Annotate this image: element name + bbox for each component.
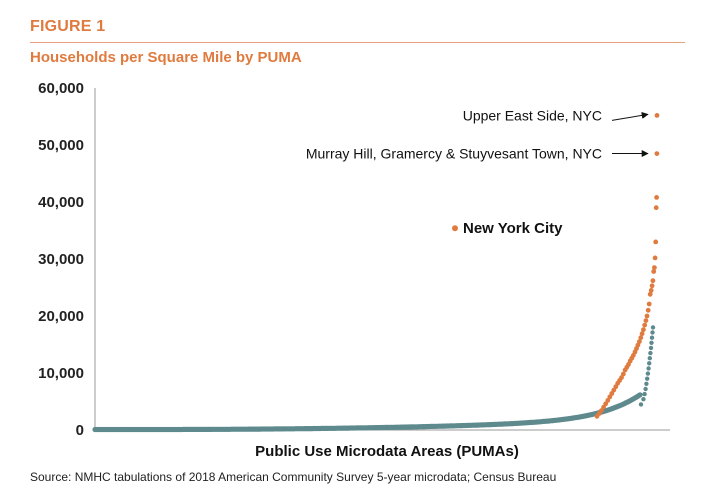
data-point bbox=[649, 340, 654, 345]
data-point-nyc bbox=[652, 265, 657, 270]
data-point-nyc bbox=[622, 367, 628, 373]
axes bbox=[94, 88, 670, 431]
data-point bbox=[643, 386, 648, 392]
y-tick-label: 20,000 bbox=[38, 308, 84, 325]
annotation-arrow bbox=[611, 111, 649, 121]
data-point-nyc bbox=[646, 301, 652, 307]
x-axis-label: Public Use Microdata Areas (PUMAs) bbox=[255, 443, 519, 460]
data-point-nyc bbox=[653, 205, 659, 211]
data-point-nyc bbox=[650, 278, 656, 284]
data-point-nyc bbox=[594, 413, 600, 419]
data-point bbox=[645, 371, 651, 376]
y-tick-label: 0 bbox=[76, 422, 84, 439]
data-point-nyc bbox=[653, 239, 659, 245]
data-point bbox=[637, 392, 643, 398]
figure-label: FIGURE 1 bbox=[30, 18, 106, 35]
data-point bbox=[646, 366, 651, 371]
annotation-label: Upper East Side, NYC bbox=[463, 107, 602, 123]
data-point-nyc bbox=[651, 269, 657, 274]
data-point-nyc bbox=[601, 404, 606, 410]
y-axis-ticks: 0 10,000 20,000 30,000 40,000 50,000 60,000 bbox=[38, 80, 84, 439]
legend: New York City bbox=[452, 220, 563, 237]
data-point-nyc bbox=[654, 151, 660, 157]
source-note: Source: NMHC tabulations of 2018 America… bbox=[30, 470, 557, 484]
data-point bbox=[641, 397, 646, 402]
data-point bbox=[648, 350, 653, 356]
data-point bbox=[650, 325, 656, 330]
data-point-nyc bbox=[649, 283, 655, 289]
data-point bbox=[644, 381, 649, 386]
legend-label: New York City bbox=[463, 220, 563, 237]
data-point bbox=[645, 376, 650, 381]
data-point bbox=[649, 335, 655, 340]
series-new-york-city bbox=[594, 113, 660, 419]
y-tick-label: 30,000 bbox=[38, 251, 84, 268]
data-point bbox=[648, 345, 654, 351]
data-point-nyc bbox=[652, 255, 658, 261]
data-point-nyc bbox=[638, 335, 644, 341]
data-point-nyc bbox=[654, 195, 659, 200]
data-point bbox=[647, 356, 652, 361]
y-tick-label: 60,000 bbox=[38, 80, 84, 97]
data-point-nyc bbox=[647, 291, 653, 297]
series-other-pumas bbox=[92, 325, 656, 433]
data-point bbox=[650, 330, 655, 335]
data-point bbox=[647, 361, 652, 366]
data-point-nyc bbox=[641, 327, 646, 333]
annotation-label: Murray Hill, Gramercy & Stuyvesant Town,… bbox=[306, 146, 602, 162]
y-tick-label: 40,000 bbox=[38, 194, 84, 211]
data-point-nyc bbox=[645, 307, 651, 313]
data-point bbox=[638, 402, 644, 407]
data-point-nyc bbox=[639, 331, 645, 337]
annotations: Upper East Side, NYC Murray Hill, Gramerc… bbox=[306, 107, 649, 162]
data-point-nyc bbox=[648, 288, 654, 293]
data-point-nyc bbox=[654, 113, 660, 118]
chart-title: Households per Square Mile by PUMA bbox=[30, 49, 302, 66]
title-divider bbox=[30, 42, 685, 43]
data-point-nyc bbox=[643, 318, 649, 323]
y-tick-label: 10,000 bbox=[38, 365, 84, 382]
legend-marker bbox=[452, 225, 458, 232]
data-point-nyc bbox=[644, 313, 650, 319]
data-point bbox=[642, 391, 647, 397]
y-tick-label: 50,000 bbox=[38, 137, 84, 154]
data-point-nyc bbox=[642, 322, 648, 328]
data-point-nyc bbox=[607, 394, 613, 400]
